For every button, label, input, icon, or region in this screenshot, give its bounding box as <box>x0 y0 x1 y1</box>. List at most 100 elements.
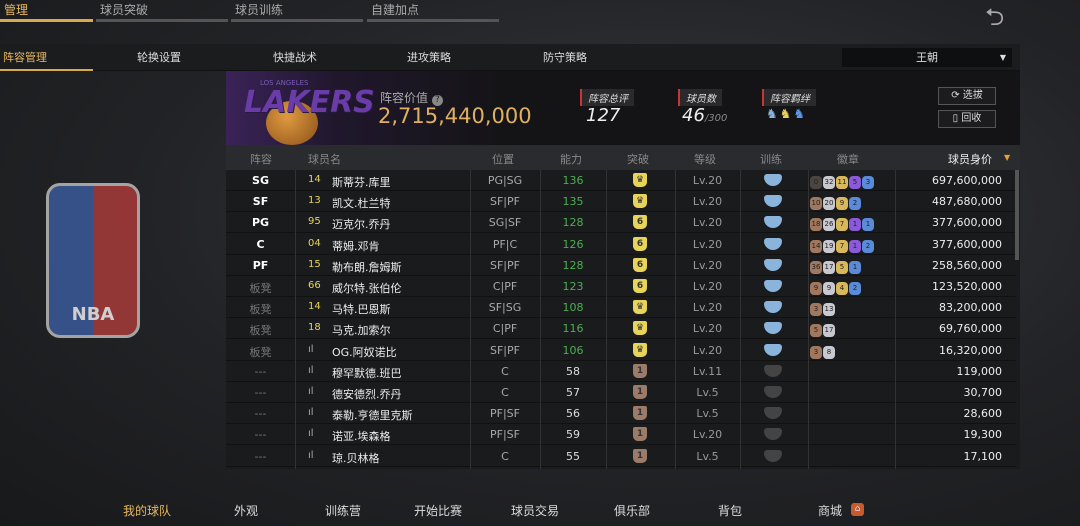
player-level: Lv.20 <box>692 280 723 293</box>
recycle-label: 回收 <box>961 113 982 124</box>
subtab-offense[interactable]: 进攻策略 <box>407 51 451 64</box>
player-name[interactable]: 马克.加索尔 <box>332 324 391 338</box>
lineup-slot[interactable]: 板凳 <box>249 282 272 295</box>
col-lineup[interactable]: 阵容 <box>250 153 272 166</box>
team-select[interactable]: 王朝 ▼ <box>842 48 1012 67</box>
chemistry-icons[interactable]: ♞♞♞ <box>766 107 807 122</box>
table-row[interactable]: --- ıl 诺亚.埃森格 PF|SF 59 1 Lv.20 19,300 <box>226 424 1016 446</box>
jersey-number: ıl <box>308 449 314 461</box>
tab-training[interactable]: 球员训练 <box>231 0 363 22</box>
lineup-slot[interactable]: PG <box>251 216 270 230</box>
lineup-slot[interactable]: 板凳 <box>249 303 272 317</box>
player-count: 46 <box>682 105 705 126</box>
lineup-slot[interactable]: 板凳 <box>249 345 272 359</box>
table-row[interactable]: 板凳 18 马克.加索尔 C|PF 116 ♛ Lv.20 5 17 69,760,000 <box>226 318 1016 340</box>
player-name[interactable]: 马特.巴恩斯 <box>332 303 391 317</box>
player-name[interactable]: 勒布朗.詹姆斯 <box>332 260 402 274</box>
breakthrough-badge: 1 <box>633 363 647 378</box>
lineup-slot[interactable]: 板凳 <box>249 324 272 338</box>
player-ability: 108 <box>562 301 584 315</box>
subtab-lineup[interactable]: 阵容管理 <box>0 44 93 71</box>
table-row[interactable]: --- ıl 泰勒.亨德里克斯 PF|SF 56 1 Lv.5 28,600 <box>226 403 1016 425</box>
col-position[interactable]: 位置 <box>492 153 514 166</box>
table-row[interactable]: --- ıl 德安德烈.乔丹 C 57 1 Lv.5 30,700 <box>226 382 1016 403</box>
training-shield-icon <box>764 364 782 377</box>
col-badges[interactable]: 徽章 <box>837 153 859 166</box>
lineup-slot[interactable]: C <box>256 237 265 251</box>
tab-management[interactable]: 管理 <box>0 0 93 22</box>
nav-trade[interactable]: 球员交易 <box>511 504 560 518</box>
player-name[interactable]: 凯文.杜兰特 <box>332 197 391 211</box>
player-name[interactable]: 琼.贝林格 <box>332 451 380 465</box>
player-name[interactable]: 斯蒂芬.库里 <box>332 176 391 189</box>
lineup-rating-label: 阵容总评 <box>580 89 634 106</box>
subtab-quick-tactics[interactable]: 快捷战术 <box>273 51 317 64</box>
col-level[interactable]: 等级 <box>694 153 716 166</box>
col-name[interactable]: 球员名 <box>308 153 341 166</box>
lineup-slot[interactable]: --- <box>254 449 267 463</box>
column-header: 阵容 球员名 位置 能力 突破 等级 训练 徽章 球员身价 ▼ <box>226 145 1020 170</box>
jersey-number: 14 <box>308 301 321 313</box>
nav-start-game[interactable]: 开始比赛 <box>414 504 463 518</box>
lineup-slot[interactable]: SG <box>252 174 269 187</box>
table-row[interactable]: SG 14 斯蒂芬.库里 PG|SG 136 ♛ Lv.20 0 32 11 5 3 697,600,0… <box>226 170 1016 191</box>
subtab-rotation[interactable]: 轮换设置 <box>137 51 181 64</box>
player-price: 30,700 <box>963 386 1003 399</box>
lineup-slot[interactable]: PF <box>252 258 269 272</box>
nav-club[interactable]: 俱乐部 <box>614 504 651 518</box>
recycle-button[interactable]: ▯ 回收 <box>938 110 996 128</box>
table-row[interactable]: 板凳 ıl OG.阿奴诺比 SF|PF 106 ♛ Lv.20 3 8 16,320,000 <box>226 340 1016 361</box>
subtab-defense[interactable]: 防守策略 <box>543 51 587 64</box>
player-ability: 126 <box>562 237 584 251</box>
player-name[interactable]: 泰勒.亨德里克斯 <box>332 409 413 423</box>
badge-count: 17 <box>823 324 835 338</box>
lineup-slot[interactable]: --- <box>254 364 267 378</box>
sort-desc-icon[interactable]: ▼ <box>1004 153 1011 162</box>
training-shield-icon <box>764 386 782 398</box>
badge-count: 7 <box>836 218 848 232</box>
table-row[interactable]: 板凳 14 马特.巴恩斯 SF|SG 108 ♛ Lv.20 3 13 83,200,000 <box>226 297 1016 319</box>
help-icon[interactable]: ? <box>431 95 443 106</box>
scrollbar[interactable] <box>1015 170 1019 260</box>
nav-shop[interactable]: 商城 <box>818 504 843 518</box>
lineup-slot[interactable]: --- <box>254 386 267 399</box>
player-name[interactable]: 蒂姆.邓肯 <box>332 239 380 253</box>
breakthrough-badge: 6 <box>633 236 647 251</box>
player-name[interactable]: 迈克尔.乔丹 <box>332 218 391 232</box>
player-name[interactable]: OG.阿奴诺比 <box>332 345 397 359</box>
back-icon[interactable]: ⮌ <box>985 3 1005 31</box>
player-level: Lv.5 <box>696 449 719 463</box>
nav-training-camp[interactable]: 训练营 <box>325 504 362 518</box>
table-row[interactable]: --- ıl 琼.贝林格 C 55 1 Lv.5 17,100 <box>226 446 1016 467</box>
lineup-slot[interactable]: --- <box>254 407 267 421</box>
badge-count: 1 <box>849 218 861 232</box>
badge-count: 13 <box>823 303 835 317</box>
table-row[interactable]: 板凳 66 威尔特.张伯伦 C|PF 123 6 Lv.20 9 9 4 2 123,520,000 <box>226 276 1016 297</box>
nav-my-team[interactable]: 我的球队 <box>123 504 172 518</box>
nav-appearance[interactable]: 外观 <box>234 504 259 518</box>
draft-button[interactable]: ⟳ 选拔 <box>938 87 996 105</box>
col-ability[interactable]: 能力 <box>560 153 582 166</box>
table-row[interactable]: PF 15 勒布朗.詹姆斯 SF|PF 128 6 Lv.20 36 17 5 1 258,560,0… <box>226 255 1016 276</box>
col-training[interactable]: 训练 <box>760 153 782 166</box>
player-name[interactable]: 德安德烈.乔丹 <box>332 388 402 401</box>
player-level: Lv.20 <box>692 258 723 272</box>
player-name[interactable]: 穆罕默德.班巴 <box>332 366 402 380</box>
lineup-slot[interactable]: --- <box>254 428 267 442</box>
table-row[interactable]: SF 13 凯文.杜兰特 SF|PF 135 ♛ Lv.20 10 20 9 2 487,680,00… <box>226 191 1016 213</box>
lineup-slot[interactable]: SF <box>252 195 269 209</box>
chemistry-gold-icon: ♞ <box>779 107 794 122</box>
col-breakthrough[interactable]: 突破 <box>627 153 649 166</box>
tab-custom-points[interactable]: 自建加点 <box>367 0 499 22</box>
basketball-icon <box>266 101 318 145</box>
table-row[interactable]: C 04 蒂姆.邓肯 PF|C 126 6 Lv.20 14 19 7 1 2 377,600,000 <box>226 234 1016 255</box>
player-name[interactable]: 威尔特.张伯伦 <box>332 282 402 295</box>
nav-bag[interactable]: 背包 <box>718 504 743 518</box>
tab-breakthrough[interactable]: 球员突破 <box>96 0 228 22</box>
player-name[interactable]: 诺亚.埃森格 <box>332 430 391 444</box>
player-ability: 58 <box>566 364 580 378</box>
table-row[interactable]: --- ıl 穆罕默德.班巴 C 58 1 Lv.11 119,000 <box>226 361 1016 382</box>
breakthrough-badge: 6 <box>633 215 647 230</box>
table-row[interactable]: PG 95 迈克尔.乔丹 SG|SF 128 6 Lv.20 18 26 7 1 1 377,600,0… <box>226 212 1016 234</box>
col-price[interactable]: 球员身价 <box>948 153 992 166</box>
